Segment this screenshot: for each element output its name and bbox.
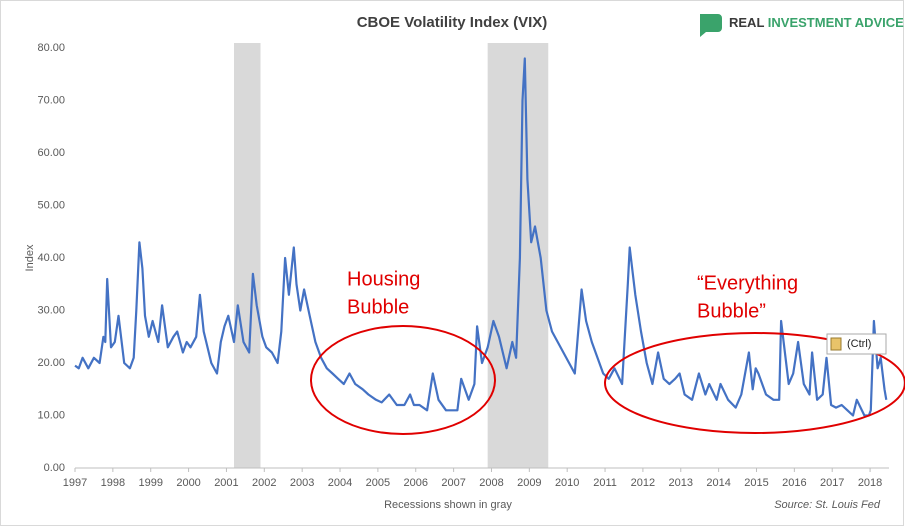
y-tick-label: 40.00: [37, 252, 65, 264]
highlight-ellipse: [310, 325, 496, 435]
y-tick-label: 50.00: [37, 199, 65, 211]
paste-icon: [830, 337, 842, 351]
logo: REAL INVESTMENT ADVICE: [700, 14, 904, 37]
x-tick-label: 2001: [214, 477, 238, 489]
data-line: [74, 57, 888, 417]
annotation: Housing: [347, 268, 420, 290]
y-tick-label: 0.00: [44, 462, 65, 474]
y-tick-label: 10.00: [37, 409, 65, 421]
x-tick-label: 2014: [706, 477, 730, 489]
plot-area: 0.00 10.00 20.00 30.00 40.00 50.00 60.00 70.00 8…: [37, 42, 889, 489]
y-axis-label: Index: [24, 244, 36, 271]
x-tick-label: 2000: [176, 477, 200, 489]
x-tick-label: 2013: [669, 477, 693, 489]
x-tick-label: 2011: [593, 477, 617, 489]
annotation: Bubble: [347, 296, 409, 318]
chart-title: CBOE Volatility Index (VIX): [357, 14, 548, 31]
paste-label[interactable]: (Ctrl): [847, 338, 871, 350]
x-tick-label: 2018: [858, 477, 882, 489]
y-tick-label: 20.00: [37, 357, 65, 369]
x-tick-label: 2015: [744, 477, 768, 489]
source: Source: St. Louis Fed: [774, 499, 881, 511]
y-tick-label: 80.00: [37, 42, 65, 54]
paste-button[interactable]: [826, 333, 887, 355]
paste-options[interactable]: (Ctrl): [826, 333, 887, 355]
recession-band: [487, 43, 549, 468]
x-tick-label: 2017: [820, 477, 844, 489]
highlight-ellipse: [604, 332, 905, 434]
x-tick-label: 2006: [404, 477, 428, 489]
x-tick-label: 2002: [252, 477, 276, 489]
y-tick-label: 60.00: [37, 147, 65, 159]
x-tick-label: 1999: [138, 477, 162, 489]
logo-first: REAL: [729, 15, 764, 30]
annotation: “Everything: [697, 272, 798, 294]
y-tick-label: 70.00: [37, 94, 65, 106]
x-tick-label: 2016: [782, 477, 806, 489]
x-tick-label: 2007: [441, 477, 465, 489]
x-tick-label: 2012: [631, 477, 655, 489]
annotation: Bubble”: [697, 300, 766, 322]
footer: Recessions shown in gray: [384, 499, 512, 511]
x-tick-label: 1997: [63, 477, 87, 489]
logo-text: REAL INVESTMENT ADVICE: [729, 15, 904, 30]
x-tick-label: 2004: [328, 477, 352, 489]
x-tick-label: 2008: [479, 477, 503, 489]
logo-rest: INVESTMENT ADVICE: [768, 15, 904, 30]
x-tick-label: 2009: [517, 477, 541, 489]
recession-band: [234, 43, 261, 468]
logo-icon: [700, 14, 722, 37]
x-tick-label: 2005: [366, 477, 390, 489]
x-tick-label: 2003: [290, 477, 314, 489]
x-tick-label: 1998: [101, 477, 125, 489]
x-tick-label: 2010: [555, 477, 579, 489]
y-tick-label: 30.00: [37, 304, 65, 316]
